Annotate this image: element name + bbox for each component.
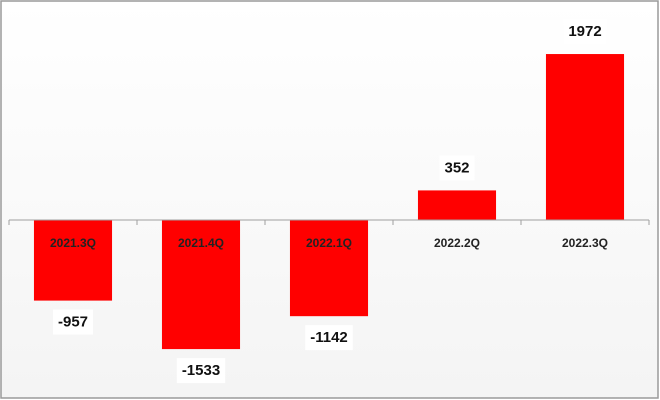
value-label: -1533 xyxy=(182,362,220,379)
bar xyxy=(545,54,625,221)
value-label: -1142 xyxy=(310,329,348,346)
bar xyxy=(161,220,241,350)
value-label-bg xyxy=(52,309,94,335)
bar xyxy=(417,190,497,221)
x-tick-label: 2021.4Q xyxy=(178,236,224,250)
value-label: 1972 xyxy=(568,23,601,40)
bar xyxy=(289,220,369,317)
x-tick-label: 2022.2Q xyxy=(434,236,480,250)
x-tick-label: 2022.1Q xyxy=(306,236,352,250)
value-label: -957 xyxy=(58,314,88,331)
bar xyxy=(33,220,113,301)
value-label-bg xyxy=(305,325,353,351)
value-label-bg xyxy=(439,155,475,181)
x-tick-label: 2021.3Q xyxy=(50,236,96,250)
value-label: 352 xyxy=(444,159,469,176)
value-label-bg xyxy=(563,19,607,45)
x-tick-label: 2022.3Q xyxy=(562,236,608,250)
value-label-bg xyxy=(176,358,226,384)
